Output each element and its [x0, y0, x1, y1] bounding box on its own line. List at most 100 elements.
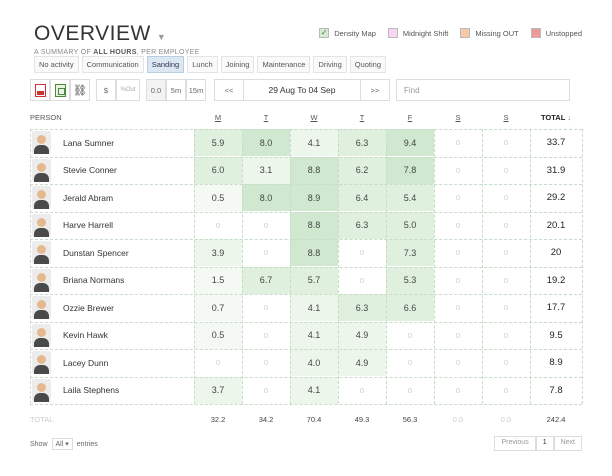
- hours-cell[interactable]: 0: [263, 358, 269, 367]
- percent-out-toggle[interactable]: %Out: [116, 79, 140, 101]
- person-cell[interactable]: Stevie Conner: [30, 157, 194, 184]
- share-link-button[interactable]: ⛓: [70, 79, 90, 101]
- hours-cell[interactable]: 0: [215, 358, 221, 367]
- hours-cell[interactable]: 0: [503, 193, 509, 202]
- hours-cell[interactable]: 0: [503, 248, 509, 257]
- hours-cell[interactable]: 0: [503, 165, 509, 175]
- hours-cell[interactable]: 3.9: [194, 239, 242, 266]
- hours-cell[interactable]: 5.4: [386, 184, 434, 211]
- next-week-button[interactable]: >>: [360, 79, 390, 101]
- search-input[interactable]: Find: [396, 79, 570, 101]
- hours-cell[interactable]: 5.3: [386, 266, 434, 294]
- person-cell[interactable]: Briana Normans: [30, 267, 194, 294]
- export-pdf-button[interactable]: [30, 79, 50, 101]
- hours-cell[interactable]: 0: [455, 248, 461, 257]
- table-row[interactable]: Ozzie Brewer 0.7 0 4.1 6.3 6.6 0 0 17.7: [30, 294, 582, 321]
- hours-cell[interactable]: 0: [503, 303, 509, 312]
- hours-cell[interactable]: 8.0: [242, 184, 290, 211]
- hours-cell[interactable]: 6.3: [338, 129, 386, 156]
- previous-week-button[interactable]: <<: [214, 79, 244, 101]
- table-row[interactable]: Jerald Abram 0.5 8.0 8.9 6.4 5.4 0 0 29.2: [30, 184, 582, 211]
- hours-cell[interactable]: 0: [407, 385, 413, 395]
- rounding-option-5m[interactable]: 5m: [166, 79, 186, 101]
- hours-cell[interactable]: 0: [359, 275, 365, 285]
- hours-cell[interactable]: 0: [215, 220, 221, 230]
- hours-cell[interactable]: 3.7: [194, 376, 242, 404]
- table-row[interactable]: Stevie Conner 6.0 3.1 8.8 6.2 7.8 0 0 31.9: [30, 156, 582, 184]
- person-name[interactable]: Lana Sumner: [63, 137, 115, 148]
- hours-cell[interactable]: 0: [503, 358, 509, 367]
- column-header-day-2[interactable]: W: [310, 113, 318, 122]
- hours-cell[interactable]: 8.8: [290, 156, 338, 184]
- hours-cell[interactable]: 0: [503, 220, 509, 230]
- hours-cell[interactable]: 0: [263, 248, 269, 257]
- column-header-day-5[interactable]: S: [455, 113, 461, 122]
- hours-cell[interactable]: 5.7: [290, 266, 338, 294]
- person-cell[interactable]: Laila Stephens: [30, 377, 194, 404]
- hours-cell[interactable]: 0: [359, 385, 365, 395]
- hours-cell[interactable]: 7.3: [386, 239, 434, 266]
- table-row[interactable]: Lacey Dunn 0 0 4.0 4.9 0 0 0 8.9: [30, 349, 582, 376]
- legend-item-2[interactable]: Missing OUT: [460, 28, 519, 38]
- person-name[interactable]: Harve Harrell: [63, 220, 114, 230]
- person-cell[interactable]: Kevin Hawk: [30, 322, 194, 349]
- legend-item-0[interactable]: ✓ Density Map: [319, 28, 376, 38]
- hours-cell[interactable]: 4.0: [290, 349, 338, 376]
- person-name[interactable]: Jerald Abram: [63, 192, 114, 203]
- hours-cell[interactable]: 0: [503, 138, 509, 147]
- filter-tab-2[interactable]: Sanding: [146, 56, 185, 73]
- hours-cell[interactable]: 0: [503, 330, 509, 340]
- person-cell[interactable]: Harve Harrell: [30, 212, 194, 239]
- hours-cell[interactable]: 0: [359, 248, 365, 257]
- hours-cell[interactable]: 5.9: [194, 129, 242, 156]
- hours-cell[interactable]: 0: [407, 330, 413, 340]
- hours-cell[interactable]: 0: [455, 165, 461, 175]
- page-number-button[interactable]: 1: [535, 436, 554, 451]
- date-range-label[interactable]: 29 Aug To 04 Sep: [244, 79, 360, 101]
- hours-cell[interactable]: 0: [455, 303, 461, 312]
- rounding-option-0[interactable]: 0.0: [146, 79, 166, 101]
- hours-cell[interactable]: 4.9: [338, 321, 386, 349]
- hours-cell[interactable]: 6.7: [242, 266, 290, 294]
- hours-cell[interactable]: 0: [263, 330, 269, 340]
- hours-cell[interactable]: 8.8: [290, 211, 338, 239]
- hours-cell[interactable]: 4.9: [338, 349, 386, 376]
- hours-cell[interactable]: 6.3: [338, 294, 386, 321]
- legend-item-3[interactable]: Unstopped: [530, 28, 582, 38]
- table-row[interactable]: Harve Harrell 0 0 8.8 6.3 5.0 0 0 20.1: [30, 211, 582, 239]
- table-row[interactable]: Briana Normans 1.5 6.7 5.7 0 5.3 0 0 19.2: [30, 266, 582, 294]
- table-row[interactable]: Laila Stephens 3.7 0 4.1 0 0 0 0 7.8: [30, 376, 582, 404]
- table-row[interactable]: Dunstan Spencer 3.9 0 8.8 0 7.3 0 0 20: [30, 239, 582, 266]
- column-header-day-3[interactable]: T: [359, 113, 365, 122]
- hours-cell[interactable]: 6.4: [338, 184, 386, 211]
- hours-cell[interactable]: 0: [455, 138, 461, 147]
- hours-cell[interactable]: 0: [503, 275, 509, 285]
- dollar-toggle[interactable]: $: [96, 79, 116, 101]
- filter-tab-7[interactable]: Quoting: [349, 56, 387, 73]
- person-name[interactable]: Ozzie Brewer: [63, 302, 115, 313]
- filter-tab-5[interactable]: Maintenance: [257, 56, 311, 73]
- hours-cell[interactable]: 0: [455, 330, 461, 340]
- hours-cell[interactable]: 0: [455, 275, 461, 285]
- hours-cell[interactable]: 5.0: [386, 211, 434, 239]
- filter-tab-1[interactable]: Communication: [81, 56, 144, 73]
- person-cell[interactable]: Ozzie Brewer: [30, 294, 194, 321]
- person-name[interactable]: Briana Normans: [63, 275, 125, 285]
- filter-tab-3[interactable]: Lunch: [187, 56, 218, 73]
- hours-cell[interactable]: 6.0: [194, 156, 242, 184]
- hours-cell[interactable]: 4.1: [290, 376, 338, 404]
- hours-cell[interactable]: 3.1: [242, 156, 290, 184]
- hours-cell[interactable]: 0.5: [194, 321, 242, 349]
- person-name[interactable]: Lacey Dunn: [63, 357, 109, 368]
- column-header-day-6[interactable]: S: [503, 113, 509, 122]
- table-row[interactable]: Kevin Hawk 0.5 0 4.1 4.9 0 0 0 9.5: [30, 321, 582, 349]
- hours-cell[interactable]: 4.1: [290, 294, 338, 321]
- entries-select[interactable]: All ▾: [51, 438, 73, 450]
- person-name[interactable]: Stevie Conner: [63, 165, 117, 175]
- filter-tab-0[interactable]: No activity: [34, 56, 79, 73]
- hours-cell[interactable]: 6.6: [386, 294, 434, 321]
- hours-cell[interactable]: 0: [263, 303, 269, 312]
- person-name[interactable]: Kevin Hawk: [63, 330, 108, 340]
- hours-cell[interactable]: 8.9: [290, 184, 338, 211]
- hours-cell[interactable]: 0.5: [194, 184, 242, 211]
